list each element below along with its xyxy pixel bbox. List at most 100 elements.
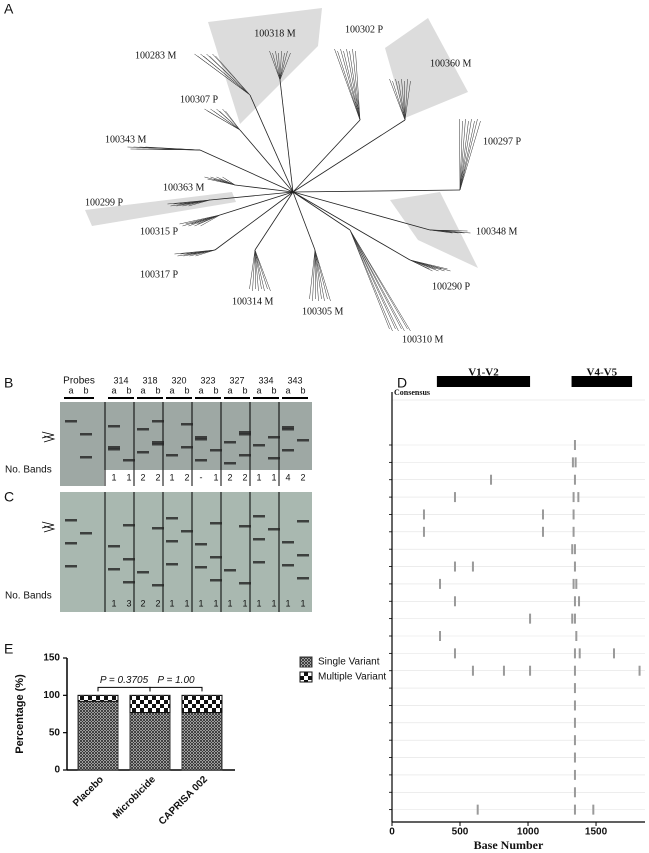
tree-leaf — [272, 52, 281, 81]
gel-band — [181, 530, 193, 533]
gel-band — [65, 420, 77, 423]
x-tick-label: 1500 — [585, 827, 608, 838]
lane-sub-label: a — [285, 385, 290, 395]
tree-leaf — [197, 55, 251, 96]
mutation-mark — [573, 648, 576, 659]
tree-leaf — [192, 249, 216, 255]
tree-leaf — [349, 229, 411, 332]
gel-band — [239, 431, 251, 434]
tree-leaf — [195, 249, 216, 257]
tree-branch — [292, 189, 461, 193]
tree-leaf — [225, 178, 236, 186]
tree-leaf — [207, 110, 241, 131]
band-count: 2 — [140, 598, 145, 608]
gel-band — [297, 439, 309, 442]
tree-leaf — [346, 48, 361, 121]
mutation-mark — [577, 492, 580, 503]
gel-band — [108, 448, 120, 451]
mutation-mark — [573, 752, 576, 763]
band-count: 2 — [300, 472, 305, 482]
tree-leaf — [404, 78, 408, 121]
band-count: 1 — [285, 598, 290, 608]
mutation-mark — [422, 526, 425, 537]
bar-segment — [77, 694, 119, 702]
lane-sub-label: b — [300, 385, 305, 395]
gel-band — [152, 420, 164, 423]
gel-band — [239, 525, 251, 528]
gel-strip — [104, 470, 312, 486]
tree-leaf — [349, 229, 396, 330]
tree-label: 100297 P — [483, 136, 522, 147]
lane-sub-label: b — [271, 385, 276, 395]
mutation-mark — [578, 596, 581, 607]
tree-leaf — [314, 249, 322, 300]
band-count: 2 — [227, 472, 232, 482]
tree-leaf — [188, 199, 211, 207]
tree-leaf — [252, 249, 256, 292]
tree-leaf — [349, 50, 361, 121]
x-tick-label: 1000 — [517, 827, 540, 838]
band-count: 2 — [155, 472, 160, 482]
tree-leaf — [349, 229, 408, 330]
tree-leaf — [352, 48, 361, 121]
tree-branch — [254, 191, 294, 251]
gel-band — [123, 459, 135, 462]
tree-leaf — [395, 78, 406, 121]
gel-band — [80, 433, 92, 436]
tree-leaf — [215, 55, 251, 96]
tree-leaf — [254, 249, 268, 290]
mutation-mark — [592, 804, 595, 815]
gel-band — [137, 451, 149, 454]
gel-band — [239, 582, 251, 585]
tree-leaf — [459, 120, 469, 191]
clade-highlight — [208, 8, 322, 124]
mutation-mark — [573, 683, 576, 694]
x-tick-label: 0 — [389, 827, 395, 838]
gel-band — [195, 436, 207, 439]
tree-leaf — [349, 229, 399, 332]
lane-sub-label: a — [198, 385, 203, 395]
bar-segment — [181, 694, 223, 714]
lane-label: 320 — [171, 375, 186, 385]
tree-leaf — [200, 214, 221, 227]
tree-leaf — [249, 249, 256, 290]
gel-band — [195, 438, 207, 441]
gel-image — [60, 492, 312, 612]
tree-leaf — [209, 55, 251, 96]
tree-label: 100314 M — [232, 296, 274, 307]
band-count: 2 — [155, 598, 160, 608]
gel-band — [123, 558, 135, 561]
tree-label: 100310 M — [402, 334, 444, 345]
gel-band — [108, 446, 120, 449]
tree-leaf — [207, 178, 236, 186]
mutation-mark — [573, 804, 576, 815]
gel-band — [80, 456, 92, 459]
tree-label: 100318 M — [254, 28, 296, 39]
mutation-mark — [529, 613, 532, 624]
tree-leaf — [459, 120, 475, 191]
lane-label: 318 — [142, 375, 157, 385]
p-value: P = 1.00 — [157, 675, 195, 686]
band-count: 1 — [227, 598, 232, 608]
gel-band — [195, 459, 207, 462]
significance-bracket — [97, 686, 151, 692]
tree-label: 100302 P — [345, 24, 384, 35]
region-label: V1-V2 — [468, 367, 499, 379]
x-tick-label: CAPRISA 002 — [157, 774, 210, 827]
tree-leaf — [459, 120, 481, 191]
tree-leaf — [197, 214, 221, 225]
y-tick-label: 0 — [54, 765, 60, 776]
tree-branch — [292, 191, 316, 251]
bar-segment — [129, 694, 171, 714]
legend-swatch — [299, 656, 313, 668]
lane-sub-label: b — [242, 385, 247, 395]
gel-band — [123, 524, 135, 527]
lane-sub-label: a — [68, 385, 73, 395]
gel-band — [195, 543, 207, 546]
tree-leaf — [459, 118, 472, 191]
lane-label: 323 — [200, 375, 215, 385]
tree-leaf — [219, 178, 236, 186]
tree-label: 100360 M — [430, 58, 472, 69]
mutation-mark — [502, 665, 505, 676]
panel-label: E — [4, 641, 13, 657]
